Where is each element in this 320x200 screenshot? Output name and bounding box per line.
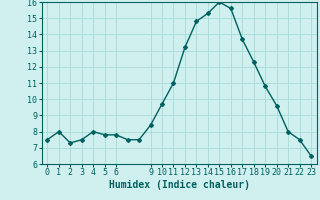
X-axis label: Humidex (Indice chaleur): Humidex (Indice chaleur) xyxy=(109,180,250,190)
